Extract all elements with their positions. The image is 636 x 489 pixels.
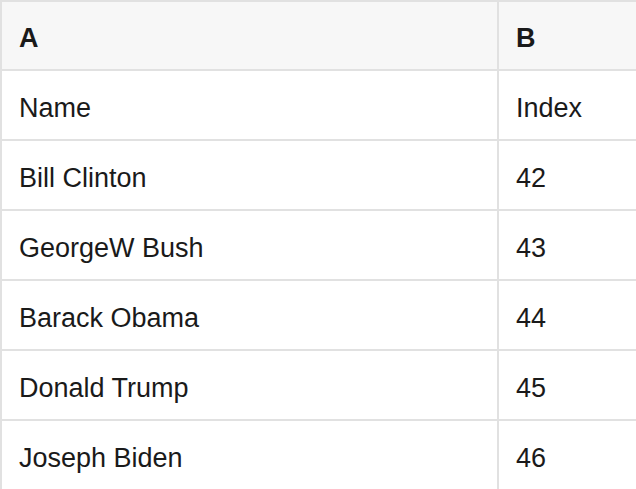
table-row: Joseph Biden 46: [1, 420, 636, 489]
column-header-b: B: [498, 1, 636, 70]
data-table: A B Name Index Bill Clinton 42 GeorgeW B…: [0, 0, 636, 489]
table-row: Donald Trump 45: [1, 350, 636, 420]
cell-index: 42: [498, 140, 636, 210]
cell-name: Donald Trump: [1, 350, 498, 420]
cell-name: Joseph Biden: [1, 420, 498, 489]
cell-name: GeorgeW Bush: [1, 210, 498, 280]
cell-name: Name: [1, 70, 498, 140]
table-row: Name Index: [1, 70, 636, 140]
cell-index: Index: [498, 70, 636, 140]
cell-index: 44: [498, 280, 636, 350]
column-header-a: A: [1, 1, 498, 70]
table-row: Barack Obama 44: [1, 280, 636, 350]
cell-name: Bill Clinton: [1, 140, 498, 210]
cell-index: 46: [498, 420, 636, 489]
cell-name: Barack Obama: [1, 280, 498, 350]
cell-index: 43: [498, 210, 636, 280]
table-row: GeorgeW Bush 43: [1, 210, 636, 280]
table-row: Bill Clinton 42: [1, 140, 636, 210]
cell-index: 45: [498, 350, 636, 420]
column-header-row: A B: [1, 1, 636, 70]
table-preview-window: A B Name Index Bill Clinton 42 GeorgeW B…: [0, 0, 636, 489]
